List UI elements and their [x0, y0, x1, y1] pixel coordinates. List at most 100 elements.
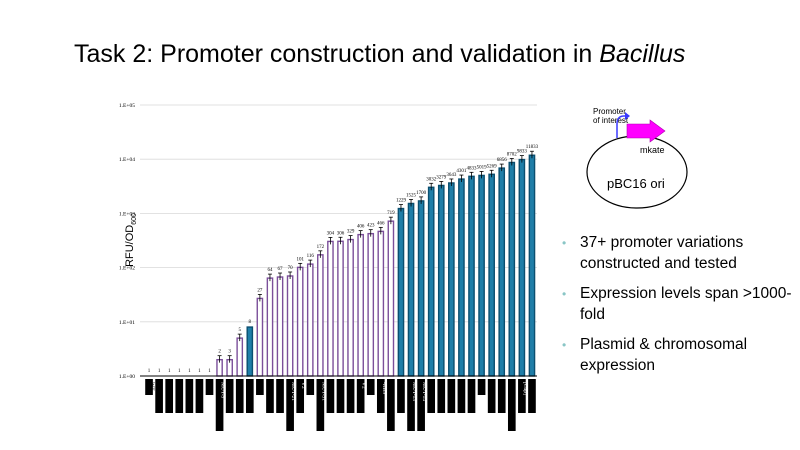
feature-block — [266, 379, 274, 413]
feature-block — [487, 379, 496, 413]
bar-value-label: 1 — [198, 369, 201, 374]
category-label: -RBS — [381, 382, 387, 394]
bar — [246, 326, 254, 377]
promoter-label-line2: of interest — [593, 116, 629, 125]
bar — [266, 277, 274, 377]
bullet-text: 37+ promoter variations constructed and … — [580, 234, 744, 272]
bar-value-label: 172 — [317, 245, 325, 250]
bar — [488, 173, 495, 377]
bar — [357, 233, 364, 377]
feature-block — [195, 379, 204, 413]
feature-block — [407, 379, 415, 431]
feature-block — [286, 379, 294, 431]
bar-value-label: 27 — [257, 288, 263, 293]
bar-value-label: 6856 — [497, 158, 508, 163]
bar — [327, 240, 334, 377]
bar — [518, 158, 526, 377]
bar — [286, 275, 294, 377]
category-label: MUT-21 — [290, 382, 296, 401]
bullet-dot-icon: • — [562, 236, 567, 250]
feature-block — [336, 379, 345, 413]
feature-block — [296, 379, 305, 413]
y-tick-label: 1.E+00 — [119, 374, 135, 380]
bar-value-label: 67 — [278, 267, 284, 272]
feature-block — [376, 379, 385, 413]
bullet-item: • 37+ promoter variations constructed and… — [560, 232, 795, 274]
feature-block — [457, 379, 466, 413]
bar — [296, 266, 304, 377]
bar-value-label: 3032 — [426, 177, 437, 182]
bar-value-label: 70 — [288, 266, 294, 271]
bar-value-label: 9833 — [517, 150, 528, 155]
bar-value-label: 466 — [377, 221, 385, 226]
feature-block — [276, 379, 284, 413]
feature-block — [397, 379, 405, 413]
bar-value-label: 329 — [347, 230, 355, 235]
category-label: WT — [149, 382, 155, 391]
bar — [437, 184, 445, 377]
feature-block — [528, 379, 536, 413]
bar-value-label: 3643 — [446, 173, 457, 178]
bar-value-label: 8702 — [507, 152, 518, 157]
bar — [377, 230, 385, 377]
feature-block — [316, 379, 325, 431]
bar — [276, 276, 284, 377]
feature-block — [437, 379, 446, 413]
bar-value-label: 423 — [367, 224, 375, 229]
bar-value-label: 1 — [158, 369, 161, 374]
feature-block — [155, 379, 163, 413]
bullet-text: Expression levels span >1000-fold — [580, 285, 792, 323]
feature-block — [225, 379, 234, 413]
bar — [337, 240, 344, 377]
bar — [256, 297, 264, 377]
bar — [347, 238, 354, 377]
bar-value-label: 116 — [307, 254, 315, 259]
bar-value-label: 101 — [296, 257, 304, 262]
plasmid-diagram: Promoter of interest mkate pBC16 ori — [586, 107, 688, 209]
mkate-label: mkate — [640, 145, 665, 155]
feature-block — [235, 379, 244, 413]
feature-block — [326, 379, 335, 413]
bullet-dot-icon: • — [562, 338, 567, 352]
feature-block — [346, 379, 355, 413]
y-tick-label: 1.E+02 — [119, 266, 135, 272]
bar-value-label: 306 — [337, 231, 345, 236]
bar-value-label: 406 — [357, 225, 365, 230]
promoter-arrowhead — [625, 112, 630, 120]
promoter-arrow-icon — [616, 115, 626, 138]
feature-block — [477, 379, 486, 395]
bar-value-label: 1 — [168, 369, 171, 374]
bar-value-label: 1229 — [396, 199, 407, 204]
y-axis-tick-labels: 1.E+00 1.E+01 1.E+02 1.E+03 1.E+04 1.E+05 — [119, 103, 135, 380]
category-label: [Cdp] — [522, 382, 528, 395]
feature-block — [145, 379, 153, 395]
feature-matrix: WT MUT-3 MUT-21 V2 MUT-31 V2 -RBS MUT-13 MUT-14 [… — [145, 379, 536, 431]
promoter-label: Promoter — [593, 107, 626, 116]
feature-block — [387, 379, 395, 431]
bar — [427, 186, 435, 377]
mkate-gene-arrow — [626, 119, 666, 143]
category-label: V2 — [300, 382, 306, 389]
category-label: MUT-31 — [320, 382, 326, 401]
bar-value-label: 304 — [327, 231, 335, 236]
bar-value-label: 4833 — [467, 166, 478, 171]
bar — [306, 263, 314, 377]
bar-value-label: 5 — [238, 328, 241, 333]
feature-block — [356, 379, 365, 413]
bullet-list: • 37+ promoter variations constructed and… — [560, 232, 795, 385]
feature-block — [185, 379, 194, 413]
feature-block — [165, 379, 174, 413]
plasmid-circle — [586, 135, 688, 209]
bullet-item: • Plasmid & chromosomal expression — [560, 334, 795, 376]
bar-value-label: 1 — [148, 369, 151, 374]
feature-block — [507, 379, 516, 431]
bar-value-label: 2 — [218, 350, 221, 355]
bar — [448, 182, 455, 377]
bar — [458, 178, 465, 377]
y-tick-label: 1.E+01 — [119, 320, 135, 326]
bar — [387, 220, 395, 377]
feature-block — [205, 379, 214, 395]
category-label: MUT-3 — [220, 382, 226, 399]
bar-value-label: 1700 — [416, 191, 427, 196]
